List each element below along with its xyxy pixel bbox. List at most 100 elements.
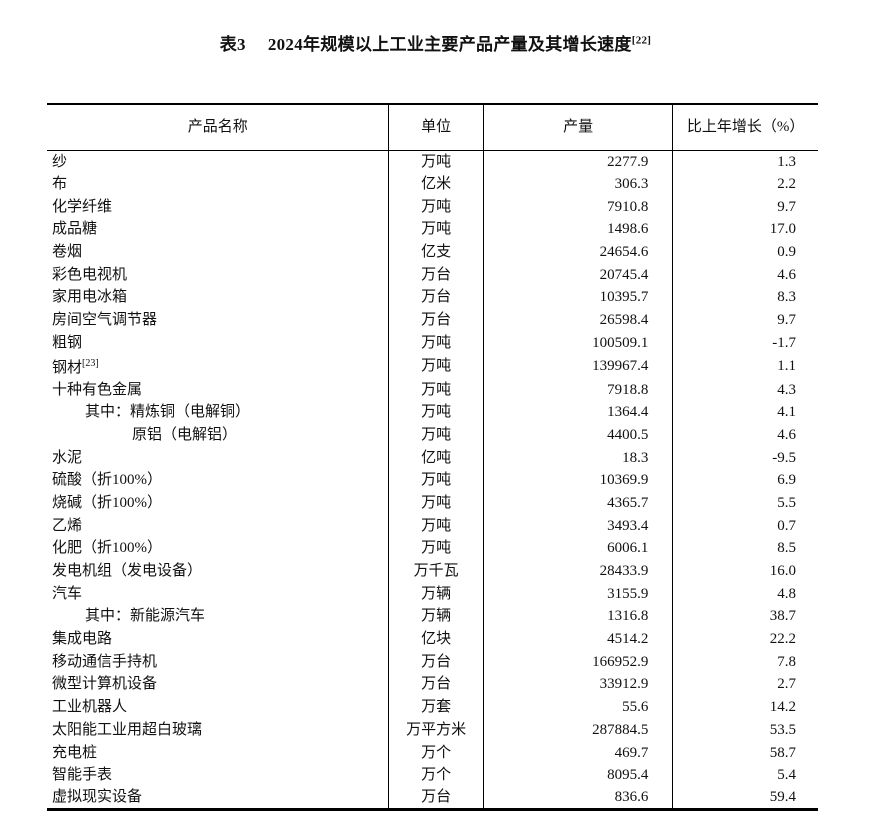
product-name-cell-text: 充电桩 xyxy=(52,744,98,761)
output-cell: 306.3 xyxy=(482,172,673,196)
growth-cell: 16.0 xyxy=(672,559,818,583)
output-cell-text: 306.3 xyxy=(614,176,649,193)
unit-cell-text: 万千瓦 xyxy=(413,563,459,580)
unit-cell: 万个 xyxy=(388,763,484,787)
unit-cell-text: 万吨 xyxy=(421,334,452,351)
header-unit: 单位 xyxy=(388,103,484,151)
output-cell: 836.6 xyxy=(482,786,673,811)
table-row: 化学纤维 万吨 7910.8 9.7 xyxy=(47,195,818,219)
unit-cell-text: 亿块 xyxy=(421,631,452,648)
output-cell: 7910.8 xyxy=(482,195,673,219)
product-name-cell: 其中：精炼铜（电解铜） xyxy=(47,401,389,424)
output-cell-text: 469.7 xyxy=(614,744,649,761)
unit-cell: 万千瓦 xyxy=(388,559,484,583)
table-row: 虚拟现实设备 万台 836.6 59.4 xyxy=(47,786,818,811)
growth-cell-text: 8.3 xyxy=(777,289,796,306)
product-name-cell-text: 工业机器人 xyxy=(52,699,128,716)
product-name-cell: 集成电路 xyxy=(47,628,389,651)
growth-cell-text: 8.5 xyxy=(777,540,796,557)
output-cell: 1364.4 xyxy=(482,400,673,424)
product-name-cell-text: 移动通信手持机 xyxy=(52,653,158,670)
product-name-cell-text: 集成电路 xyxy=(52,631,113,648)
output-cell-text: 8095.4 xyxy=(607,767,649,784)
growth-cell: 0.9 xyxy=(672,240,818,264)
output-cell-text: 139967.4 xyxy=(592,358,649,375)
product-name-cell: 硫酸（折100%） xyxy=(47,469,389,492)
output-cell: 55.6 xyxy=(482,695,673,719)
unit-cell-text: 万吨 xyxy=(421,198,452,215)
product-name-cell-text: 烧碱（折100%） xyxy=(52,494,162,511)
growth-cell: 4.8 xyxy=(672,582,818,606)
output-cell: 7918.8 xyxy=(482,378,673,401)
output-cell: 3155.9 xyxy=(482,582,673,606)
unit-cell-text: 万吨 xyxy=(421,381,452,398)
product-name-cell-text: 硫酸（折100%） xyxy=(52,472,162,489)
growth-cell-text: 2.2 xyxy=(777,176,796,193)
table-row: 烧碱（折100%） 万吨 4365.7 5.5 xyxy=(47,491,818,515)
product-name-cell-text: 乙烯 xyxy=(52,517,83,534)
unit-cell-text: 万台 xyxy=(421,266,452,283)
growth-cell: 9.7 xyxy=(672,308,818,332)
table-row: 乙烯 万吨 3493.4 0.7 xyxy=(47,514,818,537)
output-cell-text: 33912.9 xyxy=(599,676,649,693)
product-name-cell-text: 智能手表 xyxy=(52,767,113,784)
table-row: 卷烟 亿支 24654.6 0.9 xyxy=(47,240,818,264)
growth-cell-text: 4.8 xyxy=(777,585,796,602)
growth-cell-text: 1.1 xyxy=(777,358,796,375)
table-row: 硫酸（折100%） 万吨 10369.9 6.9 xyxy=(47,468,818,492)
output-cell-text: 18.3 xyxy=(622,449,649,466)
unit-cell: 万吨 xyxy=(388,150,484,173)
growth-cell: 4.6 xyxy=(672,423,818,447)
growth-cell: 17.0 xyxy=(672,218,818,241)
output-cell: 287884.5 xyxy=(482,718,673,742)
unit-cell-text: 万台 xyxy=(421,289,452,306)
growth-cell-text: 4.6 xyxy=(777,426,796,443)
product-name-cell-text: 钢材 xyxy=(52,360,83,377)
product-name-cell: 化肥（折100%） xyxy=(47,537,389,560)
product-name-cell: 水泥 xyxy=(47,446,389,469)
table-row: 房间空气调节器 万台 26598.4 9.7 xyxy=(47,308,818,332)
footnote-ref: [22] xyxy=(631,34,652,47)
output-cell: 469.7 xyxy=(482,741,673,764)
product-name-cell: 充电桩 xyxy=(47,741,389,764)
output-cell: 10369.9 xyxy=(482,468,673,492)
output-cell: 26598.4 xyxy=(482,308,673,332)
output-cell: 33912.9 xyxy=(482,673,673,696)
product-name-cell-text: 水泥 xyxy=(52,449,83,466)
unit-cell-text: 万吨 xyxy=(421,517,452,534)
unit-cell: 万辆 xyxy=(388,605,484,628)
unit-cell: 万吨 xyxy=(388,468,484,492)
product-name-cell: 粗钢 xyxy=(47,332,389,355)
growth-cell: 7.8 xyxy=(672,650,818,674)
header-growth: 比上年增长（%） xyxy=(672,103,818,151)
output-cell: 166952.9 xyxy=(482,650,673,674)
growth-cell: 8.3 xyxy=(672,286,818,309)
product-name-cell: 成品糖 xyxy=(47,218,389,241)
unit-cell: 万台 xyxy=(388,650,484,674)
product-name-cell: 汽车 xyxy=(47,582,389,605)
unit-cell-text: 万吨 xyxy=(421,153,452,170)
product-name-cell-text: 十种有色金属 xyxy=(52,381,143,398)
growth-cell-text: -1.7 xyxy=(772,334,796,351)
table-title-text: 2024年规模以上工业主要产品产量及其增长速度 xyxy=(267,35,632,54)
unit-cell: 万台 xyxy=(388,308,484,332)
growth-cell: -1.7 xyxy=(672,331,818,355)
unit-cell: 万平方米 xyxy=(388,718,484,742)
unit-cell-text: 万个 xyxy=(421,744,452,761)
table-row: 十种有色金属 万吨 7918.8 4.3 xyxy=(47,378,818,401)
output-cell-text: 10369.9 xyxy=(599,472,649,489)
growth-cell-text: 4.1 xyxy=(777,404,796,421)
unit-cell-text: 万辆 xyxy=(421,608,452,625)
unit-cell: 亿块 xyxy=(388,627,484,651)
table-row: 水泥 亿吨 18.3 -9.5 xyxy=(47,446,818,469)
product-name-cell: 家用电冰箱 xyxy=(47,286,389,309)
output-cell: 8095.4 xyxy=(482,763,673,787)
product-name-cell-text: 汽车 xyxy=(52,585,83,602)
output-cell: 20745.4 xyxy=(482,263,673,287)
growth-cell-text: 5.5 xyxy=(777,494,796,511)
growth-cell-text: 4.6 xyxy=(777,266,796,283)
growth-cell-text: 0.7 xyxy=(777,517,796,534)
table-title: 表3 2024年规模以上工业主要产品产量及其增长速度[22] xyxy=(0,30,871,55)
growth-cell-text: 14.2 xyxy=(769,699,796,716)
output-cell-text: 10395.7 xyxy=(599,289,649,306)
